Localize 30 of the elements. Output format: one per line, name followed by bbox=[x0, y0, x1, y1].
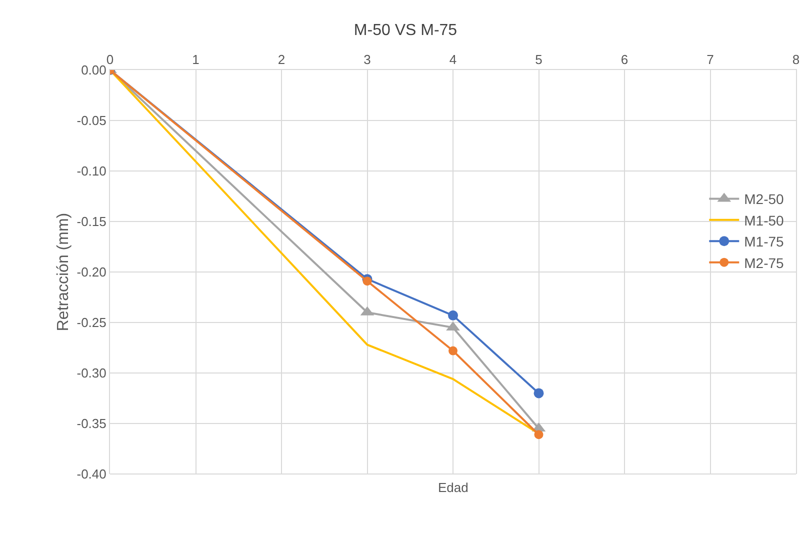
x-tick-label: 6 bbox=[620, 52, 628, 67]
y-tick-label: -0.35 bbox=[76, 416, 106, 432]
x-tick-label: 0 bbox=[106, 52, 114, 67]
legend-label: M2-50 bbox=[744, 191, 784, 208]
chart-title: M-50 VS M-75 bbox=[354, 22, 458, 39]
x-tick-label: 5 bbox=[535, 52, 542, 67]
point bbox=[534, 388, 544, 398]
legend-label: M2-75 bbox=[744, 254, 784, 271]
legend-label: M1-75 bbox=[744, 234, 784, 250]
y-tick-label: -0.20 bbox=[76, 264, 106, 280]
legend-label: M1-50 bbox=[744, 212, 784, 228]
y-tick-label: -0.30 bbox=[76, 366, 106, 381]
x-tick-label: 2 bbox=[278, 52, 286, 67]
y-tick-label: -0.40 bbox=[76, 466, 106, 482]
x-axis-title: Edad bbox=[438, 480, 468, 495]
y-tick-label: -0.25 bbox=[76, 315, 106, 330]
point bbox=[362, 276, 372, 286]
point bbox=[448, 310, 458, 320]
x-tick-label: 7 bbox=[706, 52, 714, 67]
point bbox=[534, 430, 544, 440]
x-tick-label: 3 bbox=[364, 52, 371, 67]
x-tick-label: 4 bbox=[449, 52, 457, 67]
y-tick-label: -0.15 bbox=[76, 214, 106, 230]
y-axis-title: Retracción (mm) bbox=[55, 212, 72, 332]
y-tick-label: -0.05 bbox=[76, 113, 106, 128]
x-tick-label: 8 bbox=[792, 52, 800, 67]
y-tick-label: 0.00 bbox=[81, 62, 106, 78]
point bbox=[448, 346, 458, 356]
y-tick-label: -0.10 bbox=[76, 164, 106, 179]
x-tick-label: 1 bbox=[192, 52, 200, 67]
